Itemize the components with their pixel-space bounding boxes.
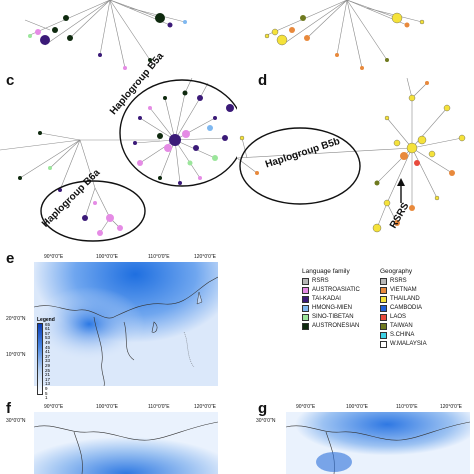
map-legend-value: 53 [45, 335, 51, 341]
legend-item-w-malaysia: W.MALAYSIA [380, 340, 427, 349]
map-e-lon-tick-1: 90°0'0"E [44, 254, 64, 260]
legend-swatch [302, 278, 309, 285]
legend-item-laos: LAOS [380, 313, 427, 322]
map-legend-value: 57 [45, 330, 51, 336]
map-g-lon-tick-2: 100°0'0"E [346, 404, 368, 410]
network-panel-a-cropped [24, 0, 187, 70]
map-legend-value: 9 [45, 385, 48, 391]
legend-item-hmong-mien: HMONG-MIEN [302, 304, 360, 313]
panel-letter-e: e [6, 250, 15, 267]
map-panel-e [34, 262, 218, 386]
geography-legend: Geography RSRS VIETNAM THAILAND CAMBODIA… [380, 268, 427, 349]
legend-item-s-china: S.CHINA [380, 331, 427, 340]
legend-label: LAOS [390, 314, 407, 320]
legend-label: HMONG-MIEN [312, 305, 352, 311]
panel-letter-d: d [258, 72, 268, 89]
legend-label: AUSTRONESIAN [312, 323, 360, 329]
legend-item-cambodia: CAMBODIA [380, 304, 427, 313]
language-family-legend: Language family RSRS AUSTROASIATIC TAI-K… [302, 268, 360, 331]
legend-label: W.MALAYSIA [390, 341, 427, 347]
network-panel-b-cropped [264, 0, 425, 70]
map-panel-g [286, 412, 470, 474]
map-legend-value: 17 [45, 376, 51, 382]
legend-swatch [302, 296, 309, 303]
legend-item-sino-tibetan: SINO-TIBETAN [302, 313, 360, 322]
map-e-lon-tick-2: 100°0'0"E [96, 254, 118, 260]
legend-swatch [302, 314, 309, 321]
legend-item-thailand: THAILAND [380, 295, 427, 304]
language-family-title: Language family [302, 268, 350, 275]
map-g-lon-tick-3: 110°0'0"E [396, 404, 418, 410]
legend-label: RSRS [312, 278, 329, 284]
legend-swatch [302, 305, 309, 312]
map-legend-title: Legend [37, 317, 55, 323]
map-e-lat-tick-10: 10°0'0"N [6, 352, 26, 358]
map-legend-value: 49 [45, 339, 51, 345]
map-legend-ramp [37, 322, 43, 395]
legend-swatch [380, 305, 387, 312]
map-f-lon-tick-2: 100°0'0"E [96, 404, 118, 410]
map-f-lat-tick-30: 30°0'0"N [6, 418, 26, 424]
legend-swatch [380, 332, 387, 339]
legend-swatch [380, 296, 387, 303]
map-legend-value: 41 [45, 349, 51, 355]
map-e-lat-tick-20: 20°0'0"N [6, 316, 26, 322]
legend-swatch [380, 278, 387, 285]
map-panel-f [34, 412, 218, 474]
legend-swatch [380, 341, 387, 348]
map-legend-value: 33 [45, 358, 51, 364]
map-legend-value: 5 [45, 390, 48, 396]
map-legend-value: 1 [45, 395, 48, 401]
legend-item-austronesian: AUSTRONESIAN [302, 322, 360, 331]
map-legend-value: 13 [45, 381, 51, 387]
legend-label: CAMBODIA [390, 305, 423, 311]
legend-swatch [302, 323, 309, 330]
legend-label: S.CHINA [390, 332, 415, 338]
legend-swatch [380, 287, 387, 294]
map-f-lon-tick-3: 110°0'0"E [148, 404, 170, 410]
map-g-lon-tick-4: 120°0'0"E [440, 404, 462, 410]
map-legend-value: 61 [45, 326, 51, 332]
legend-item-vietnam: VIETNAM [380, 286, 427, 295]
map-g-lon-tick-1: 90°0'0"E [296, 404, 316, 410]
panel-letter-g: g [258, 400, 268, 417]
map-e-legend: Legend 65 61 57 53 49 45 41 37 33 29 25 … [37, 318, 59, 401]
map-legend-value: 29 [45, 362, 51, 368]
map-f-lon-tick-1: 90°0'0"E [44, 404, 64, 410]
legend-item-rsrs: RSRS [302, 277, 360, 286]
map-legend-value: 25 [45, 367, 51, 373]
legend-item-austroasiatic: AUSTROASIATIC [302, 286, 360, 295]
legend-label: TAIWAN [390, 323, 413, 329]
map-legend-value: 37 [45, 353, 51, 359]
geography-title: Geography [380, 268, 413, 275]
map-f-lon-tick-4: 120°0'0"E [194, 404, 216, 410]
panel-letter-c: c [6, 72, 15, 89]
map-legend-value: 45 [45, 344, 51, 350]
legend-swatch [380, 314, 387, 321]
network-panel-d [237, 78, 466, 233]
legend-label: THAILAND [390, 296, 420, 302]
legend-item-tai-kadai: TAI-KADAI [302, 295, 360, 304]
map-legend-value: 65 [45, 321, 51, 327]
legend-swatch [380, 323, 387, 330]
legend-item-taiwan: TAIWAN [380, 322, 427, 331]
map-e-lon-tick-4: 120°0'0"E [194, 254, 216, 260]
legend-label: TAI-KADAI [312, 296, 341, 302]
map-legend-value: 21 [45, 372, 51, 378]
haplogroup-b5b-outline [239, 127, 361, 205]
legend-label: SINO-TIBETAN [312, 314, 354, 320]
legend-label: RSRS [390, 278, 407, 284]
map-e-lon-tick-3: 110°0'0"E [148, 254, 170, 260]
haplogroup-b5a-outline [119, 79, 237, 187]
legend-swatch [302, 287, 309, 294]
network-panel-c [0, 78, 237, 242]
panel-letter-f: f [6, 400, 11, 417]
legend-label: AUSTROASIATIC [312, 287, 360, 293]
map-g-lat-tick-30: 30°0'0"N [256, 418, 276, 424]
legend-item-rsrs: RSRS [380, 277, 427, 286]
haplogroup-b6a-outline [40, 180, 146, 242]
legend-label: VIETNAM [390, 287, 417, 293]
